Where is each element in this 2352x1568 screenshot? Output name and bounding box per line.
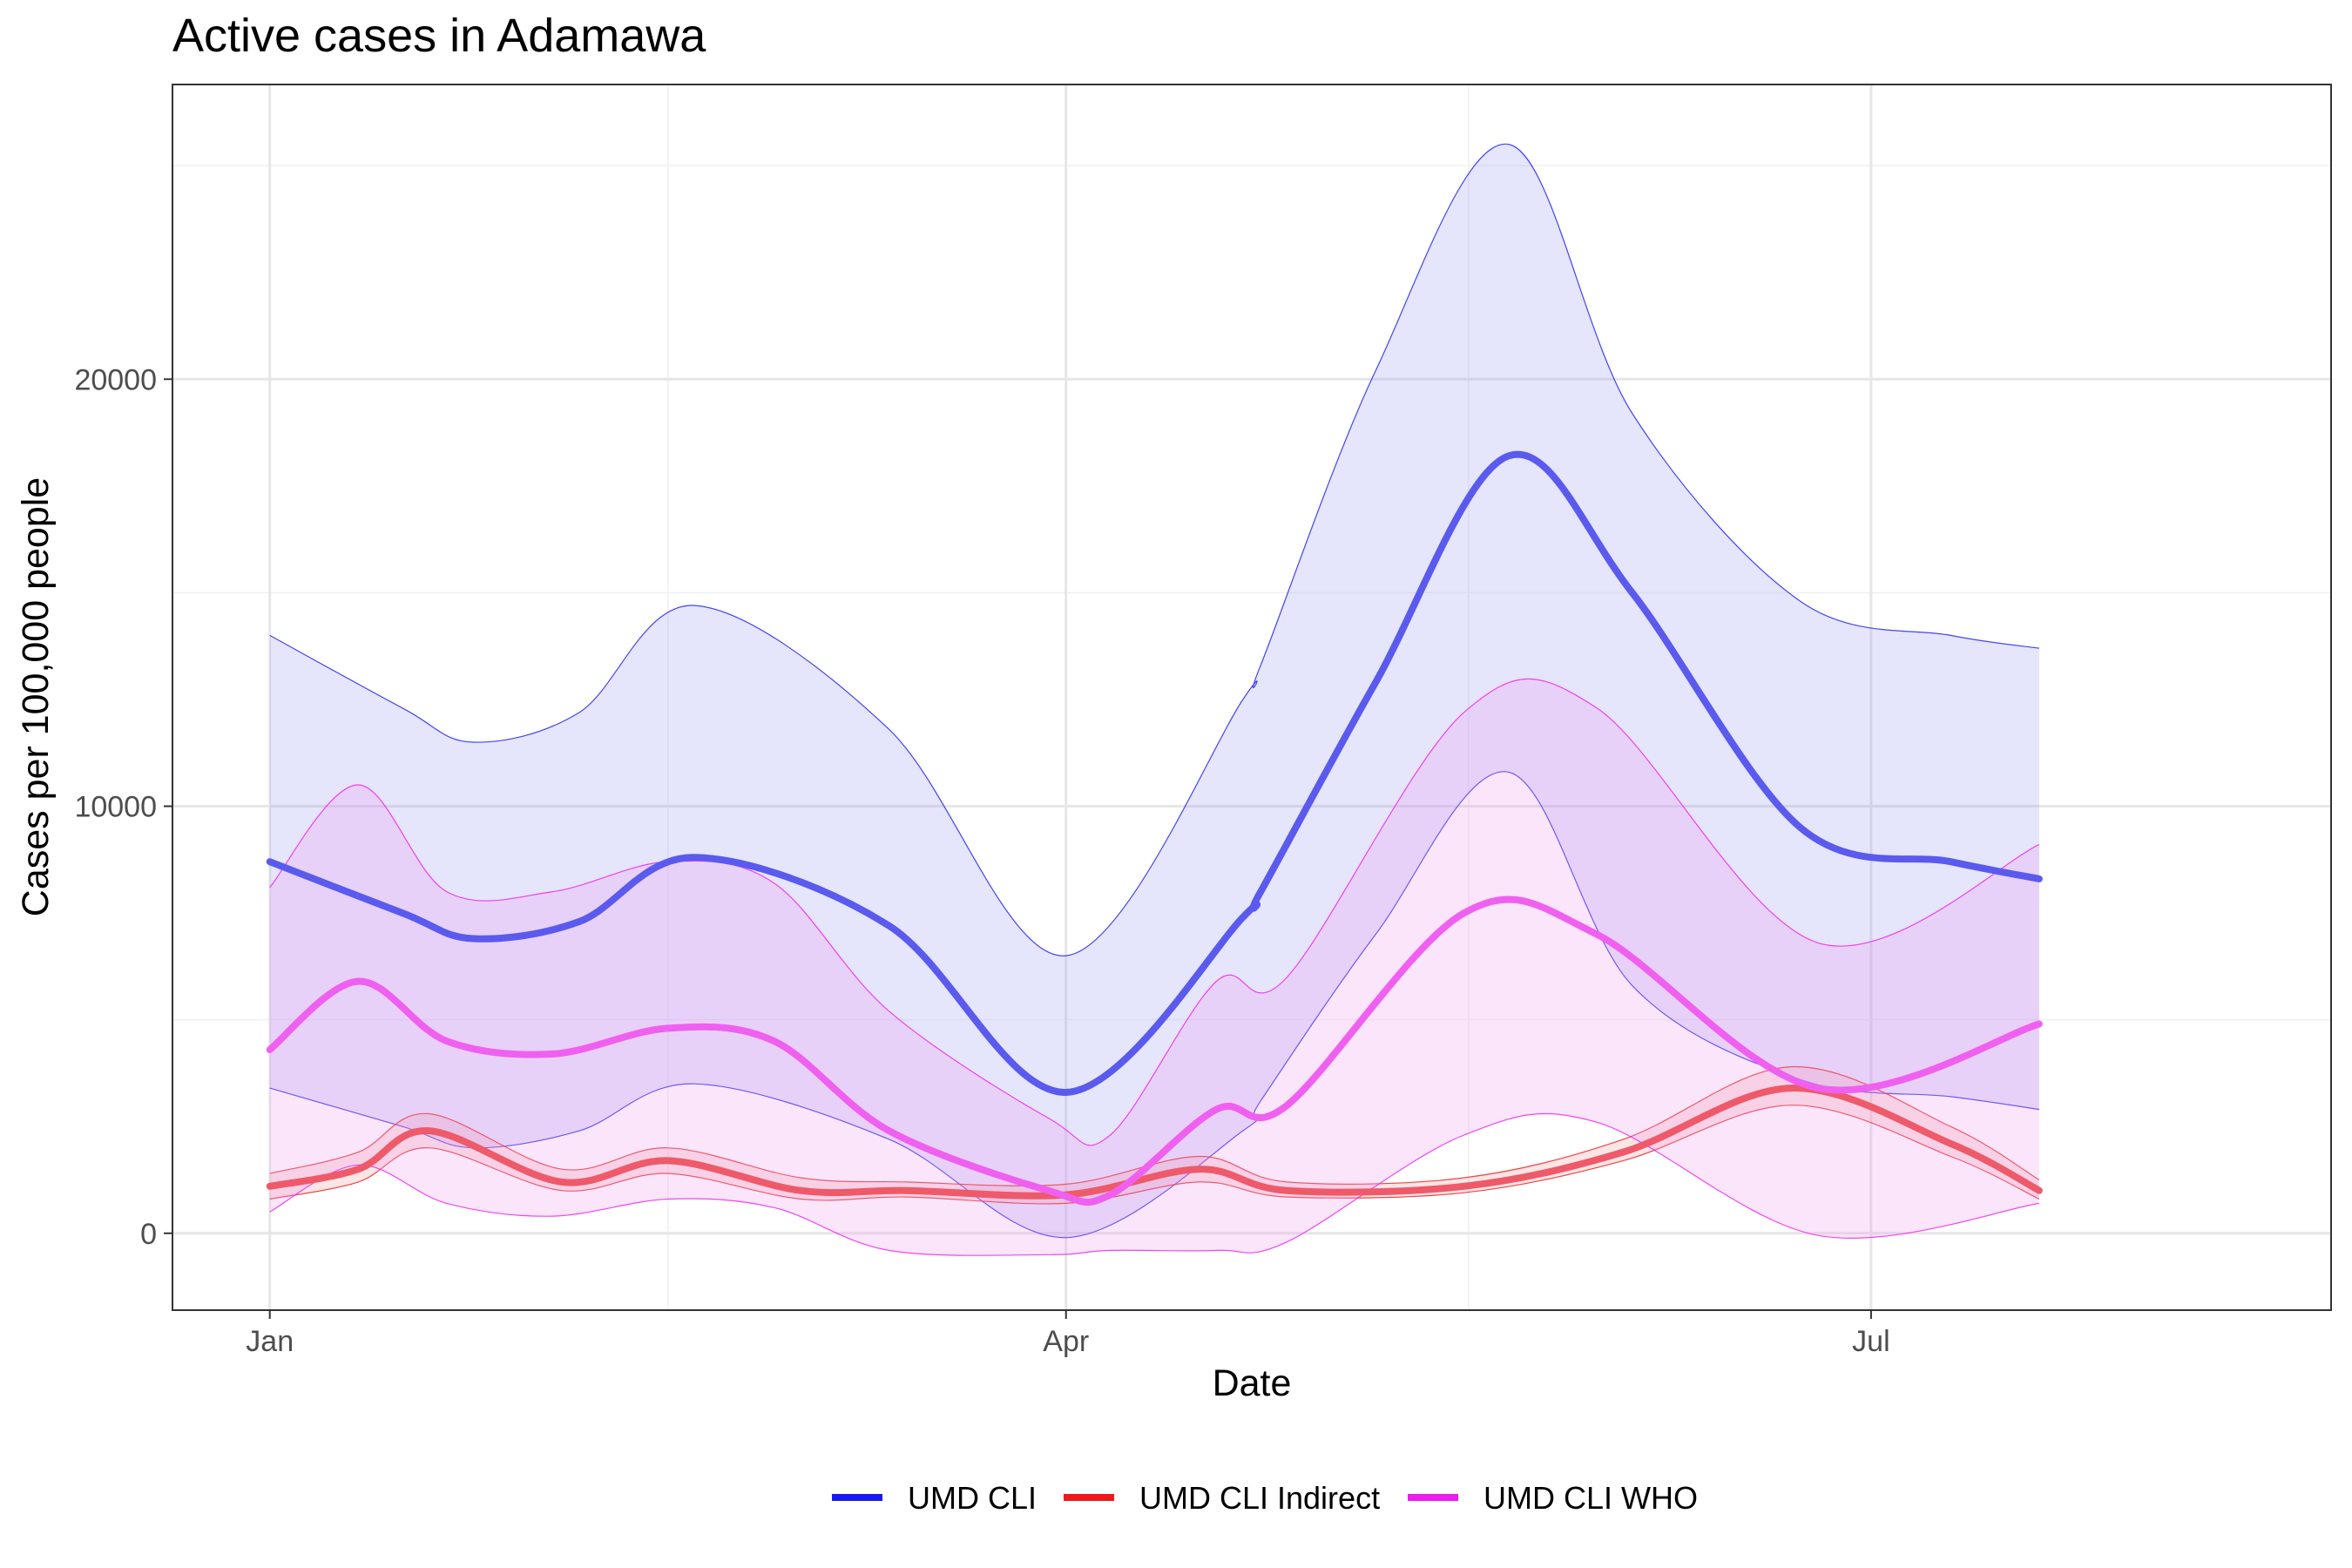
x-tick-label: Jan <box>246 1325 294 1358</box>
umd-cli-band-lower-edge <box>269 771 2039 1239</box>
umd-cli-who-line <box>266 896 2043 1206</box>
umd-cli-indirect-band-upper-edge <box>269 1065 2040 1186</box>
umd-cli-who-band <box>269 679 2039 1256</box>
legend-label-umd-cli-indirect: UMD CLI Indirect <box>1139 1480 1380 1516</box>
umd-cli-who-band-lower-edge <box>269 1112 2039 1256</box>
y-axis-title: Cases per 100,000 people <box>15 477 57 916</box>
line-layer <box>266 450 2043 1206</box>
x-tick-label: Apr <box>1043 1325 1089 1358</box>
umd-cli-line <box>266 450 2043 1097</box>
legend: UMD CLI UMD CLI Indirect UMD CLI WHO <box>832 1480 1698 1516</box>
umd-cli-who-band-upper-edge <box>269 678 2040 1146</box>
axis-layer: 0 10000 20000 Jan Apr Jul <box>74 363 1889 1358</box>
chart-title: Active cases in Adamawa <box>172 10 706 62</box>
umd-cli-band-upper-edge <box>269 143 2039 956</box>
umd-cli-band <box>269 144 2039 1238</box>
x-axis-title: Date <box>1213 1362 1292 1404</box>
umd-cli-indirect-line <box>266 1085 2043 1200</box>
y-tick-label: 20000 <box>74 363 157 396</box>
y-tick-label: 0 <box>140 1218 157 1251</box>
legend-label-umd-cli-who: UMD CLI WHO <box>1484 1480 1698 1516</box>
plot-panel-border <box>172 84 2332 1311</box>
legend-label-umd-cli: UMD CLI <box>908 1480 1037 1516</box>
y-tick-label: 10000 <box>74 791 157 824</box>
x-tick-label: Jul <box>1852 1325 1889 1358</box>
